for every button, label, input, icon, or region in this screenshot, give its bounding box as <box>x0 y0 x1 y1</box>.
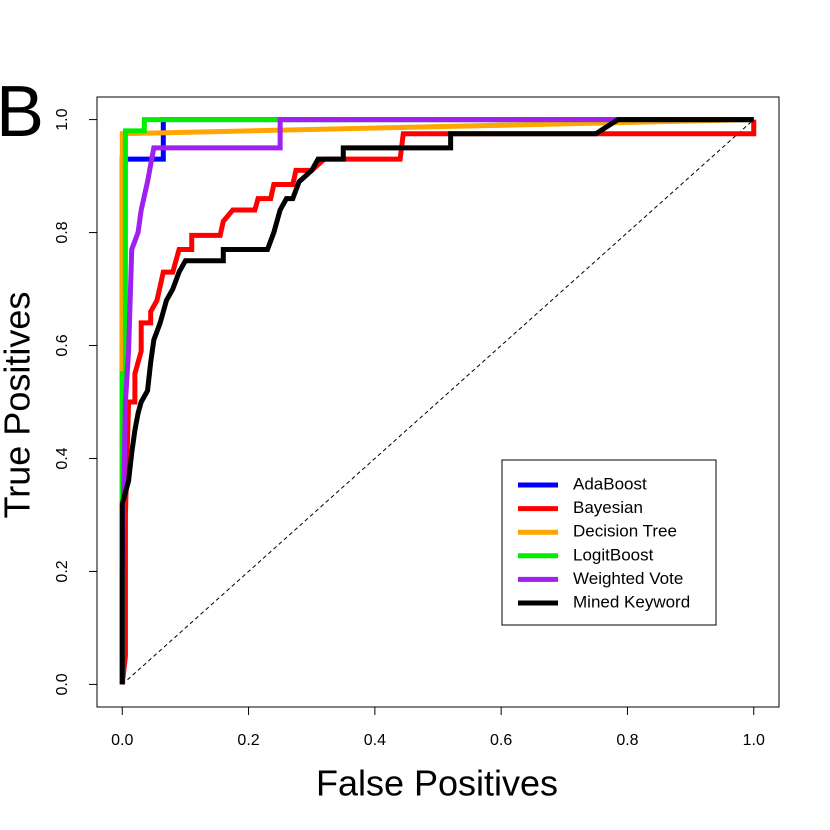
panel-label: B <box>0 72 44 152</box>
y-tick-label: 1.0 <box>54 108 71 130</box>
x-axis-label: False Positives <box>316 763 558 804</box>
y-axis-label: True Positives <box>0 292 38 519</box>
x-tick-label: 1.0 <box>743 732 765 749</box>
x-tick-label: 0.2 <box>237 732 259 749</box>
legend-label: AdaBoost <box>573 474 647 493</box>
roc-curve <box>119 117 754 685</box>
y-tick-label: 0.2 <box>54 560 71 582</box>
legend: AdaBoost Bayesian Decision Tree LogitBoost W… <box>501 459 717 626</box>
legend-label: Mined Keyword <box>573 592 690 611</box>
plot-frame <box>96 96 780 708</box>
legend-label: Bayesian <box>573 498 643 517</box>
roc-curve <box>119 117 754 685</box>
y-tick-label: 0.8 <box>54 221 71 243</box>
x-tick-label: 0.4 <box>364 732 386 749</box>
y-tick-label: 0.0 <box>54 673 71 695</box>
legend-label: LogitBoost <box>573 545 654 564</box>
x-tick-label: 0.6 <box>490 732 512 749</box>
y-tick-label: 0.4 <box>54 447 71 469</box>
legend-label: Weighted Vote <box>573 569 683 588</box>
legend-label: Decision Tree <box>573 522 677 541</box>
roc-curve <box>119 117 754 685</box>
x-tick-label: 0.8 <box>616 732 638 749</box>
y-tick-label: 0.6 <box>54 334 71 356</box>
x-tick-label: 0.0 <box>111 732 133 749</box>
diagonal-reference <box>121 119 755 685</box>
